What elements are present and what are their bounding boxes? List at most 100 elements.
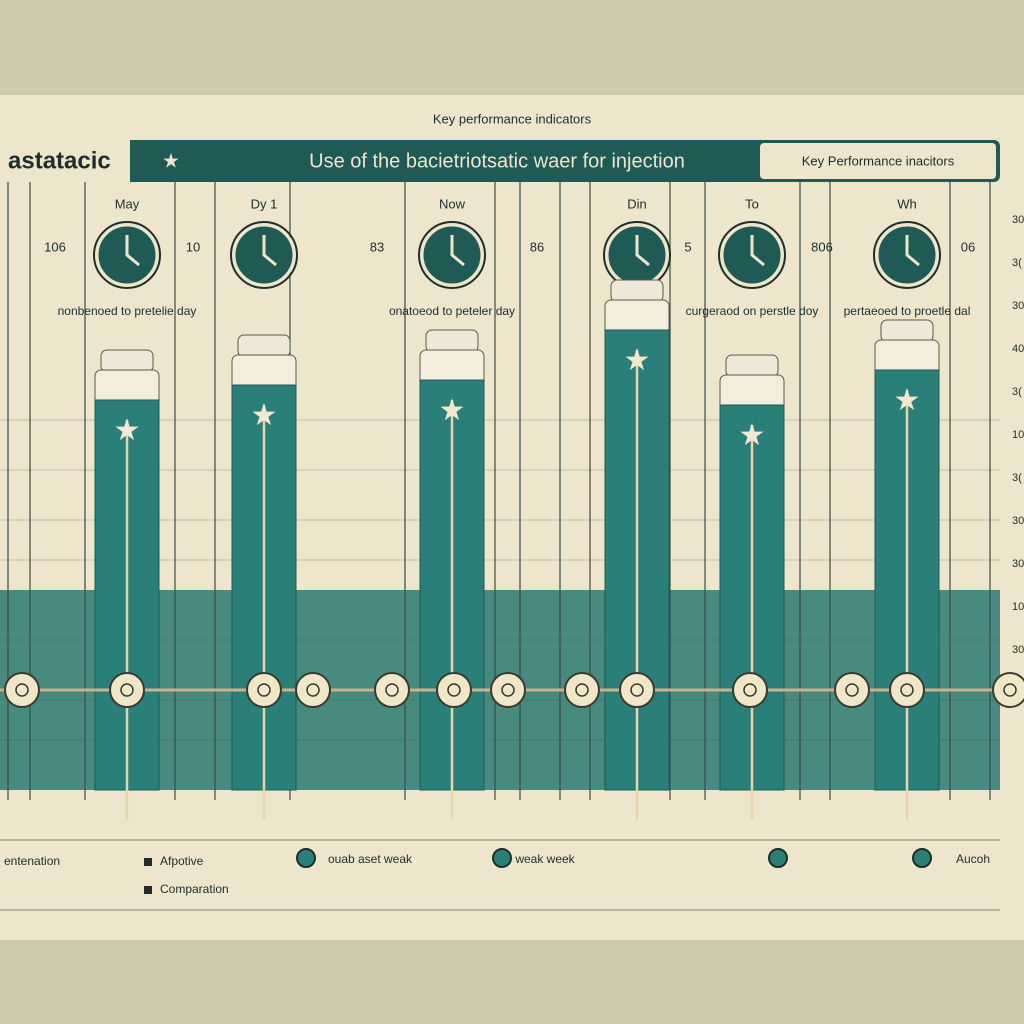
panel — [0, 95, 1024, 940]
column-label: To — [745, 196, 759, 211]
jar-cap — [880, 319, 934, 343]
node-dot — [630, 683, 644, 697]
clock-hand — [262, 235, 277, 267]
legend-label: weak week — [514, 852, 575, 866]
clock-ring — [230, 221, 298, 289]
jar-cap — [425, 329, 479, 353]
side-number: 06 — [961, 239, 975, 254]
node — [834, 672, 870, 708]
star: ★ — [251, 399, 278, 432]
node-dot — [306, 683, 320, 697]
node — [109, 672, 145, 708]
column-label: Din — [627, 196, 647, 211]
clock-hand — [125, 235, 140, 267]
axis-label: 10 — [1012, 601, 1024, 613]
side-number: 86 — [530, 239, 544, 254]
node — [436, 672, 472, 708]
node-dot — [385, 683, 399, 697]
legend: entenation Afpotive Comparation ouab aset w… — [4, 848, 990, 896]
clock-ring — [93, 221, 161, 289]
clock-hand — [450, 235, 465, 267]
clock-hand — [635, 235, 650, 267]
node — [889, 672, 925, 708]
side-number: 106 — [44, 239, 66, 254]
legend-label: Aucoh — [956, 852, 990, 866]
node — [374, 672, 410, 708]
node-dot — [1003, 683, 1017, 697]
node-dot — [575, 683, 589, 697]
star-icon: ★ — [162, 150, 180, 172]
node-dot — [900, 683, 914, 697]
axis-label: 30 — [1012, 515, 1024, 527]
axis-label: 30 — [1012, 644, 1024, 656]
node — [295, 672, 331, 708]
column-label: Now — [439, 196, 466, 211]
node-dot — [743, 683, 757, 697]
legend-label: Comparation — [160, 882, 229, 896]
node-dot — [501, 683, 515, 697]
axis-label: 3( — [1012, 386, 1022, 398]
legend-label: entenation — [4, 854, 60, 868]
column-label: Dy 1 — [251, 196, 278, 211]
star: ★ — [894, 384, 921, 417]
node — [732, 672, 768, 708]
axis-label: 10 — [1012, 429, 1024, 441]
column-caption: nonbenoed to pretelie day — [58, 304, 197, 318]
node-dot — [15, 683, 29, 697]
axis-label: 40 — [1012, 343, 1024, 355]
column-caption: curgeraod on perstle doy — [686, 304, 819, 318]
clock-ring — [873, 221, 941, 289]
clock-hand — [750, 235, 765, 267]
axis-label: 30 — [1012, 214, 1024, 226]
legend-marker — [768, 848, 788, 868]
star: ★ — [439, 394, 466, 427]
star: ★ — [739, 419, 766, 452]
title: Use of the bacietriotsatic waer for inje… — [309, 150, 685, 172]
axis-label: 30 — [1012, 558, 1024, 570]
legend-swatch — [144, 858, 152, 866]
column-caption: pertaeoed to proetle dal — [844, 304, 971, 318]
node — [564, 672, 600, 708]
node — [619, 672, 655, 708]
axis-label: 3( — [1012, 472, 1022, 484]
node — [4, 672, 40, 708]
jar-cap — [725, 354, 779, 378]
badge-bg — [0, 140, 130, 182]
legend-label: ouab aset weak — [328, 852, 413, 866]
side-number: 5 — [684, 239, 691, 254]
side-number: 806 — [811, 239, 833, 254]
clock-hand — [905, 235, 920, 267]
side-number: 10 — [186, 239, 200, 254]
timeline-nodes — [4, 672, 1024, 708]
axis-label: 30 — [1012, 300, 1024, 312]
column-caption: onatoeod to peteler day — [389, 304, 515, 318]
header-bar — [0, 140, 1000, 182]
node-dot — [845, 683, 859, 697]
legend-marker — [296, 848, 316, 868]
jar-cap — [100, 349, 154, 373]
node-dot — [447, 683, 461, 697]
star: ★ — [624, 344, 651, 377]
legend-label: Afpotive — [160, 854, 204, 868]
legend-marker — [492, 848, 512, 868]
badge: astatacic — [8, 147, 111, 174]
node — [992, 672, 1024, 708]
jar-cap — [610, 279, 664, 303]
column-label: May — [115, 196, 140, 211]
node-dot — [257, 683, 271, 697]
jar-cap — [237, 334, 291, 358]
legend-swatch — [144, 886, 152, 894]
node-dot — [120, 683, 134, 697]
clock-ring — [418, 221, 486, 289]
right-label: Key Performance inacitors — [802, 153, 955, 168]
legend-marker — [912, 848, 932, 868]
star: ★ — [114, 414, 141, 447]
right-label-bg — [760, 143, 996, 179]
side-number: 83 — [370, 239, 384, 254]
clock-ring — [718, 221, 786, 289]
column-label: Wh — [897, 196, 917, 211]
top-label: Key performance indicators — [433, 111, 592, 126]
axis-label: 3( — [1012, 257, 1022, 269]
node — [246, 672, 282, 708]
